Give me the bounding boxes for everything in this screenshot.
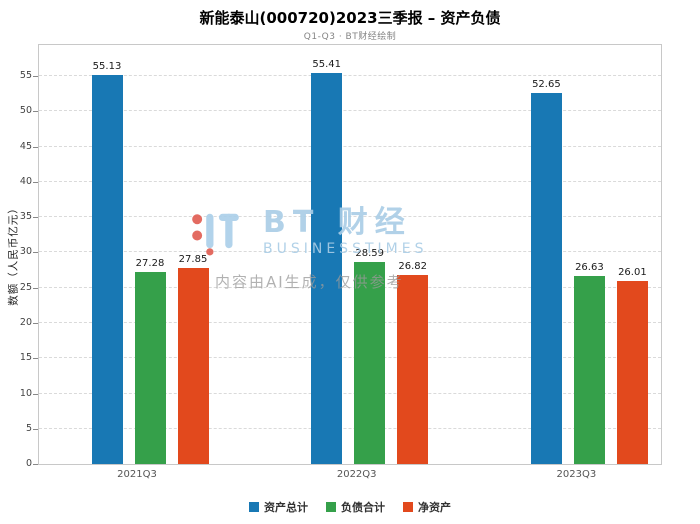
bt-logo-icon <box>192 213 239 256</box>
y-tick-mark <box>33 393 38 395</box>
bar-资产总计-2023Q3 <box>530 92 562 464</box>
gridline <box>39 427 661 429</box>
gridline <box>39 251 661 253</box>
gridline <box>39 357 661 359</box>
bar-资产总计-2022Q3 <box>311 73 343 464</box>
y-tick-mark <box>33 428 38 430</box>
bar-负债合计-2023Q3 <box>573 276 605 464</box>
gridline <box>39 145 661 147</box>
y-tick-label: 15 <box>19 352 32 364</box>
legend-label: 负债合计 <box>341 501 385 514</box>
chart-title: 新能泰山(000720)2023三季报 – 资产负债 <box>199 9 501 27</box>
bar-value-label: 26.82 <box>398 260 427 272</box>
legend-item: 负债合计 <box>326 499 385 515</box>
bar-负债合计-2022Q3 <box>354 262 386 464</box>
y-tick-label: 50 <box>19 105 32 117</box>
legend-swatch <box>403 502 413 512</box>
legend-label: 净资产 <box>418 501 451 514</box>
bar-资产总计-2021Q3 <box>91 75 123 464</box>
legend-item: 资产总计 <box>249 499 308 515</box>
watermark-brand: BT 财经 <box>263 204 412 240</box>
y-tick-label: 0 <box>25 458 32 469</box>
y-tick-mark <box>33 217 38 219</box>
bar-value-label: 55.13 <box>92 61 122 73</box>
y-tick-label: 25 <box>19 281 32 293</box>
x-tick-label: 2021Q3 <box>117 469 157 480</box>
legend-swatch <box>249 502 259 512</box>
gridline <box>39 286 661 288</box>
legend-item: 净资产 <box>403 499 451 515</box>
bar-value-label: 27.28 <box>135 257 165 269</box>
y-tick-mark <box>33 358 38 360</box>
bar-value-label: 27.85 <box>178 253 208 265</box>
bar-负债合计-2021Q3 <box>134 271 166 464</box>
y-tick-label: 20 <box>19 316 32 328</box>
y-tick-mark <box>33 146 38 148</box>
bar-净资产-2021Q3 <box>177 267 209 464</box>
y-tick-label: 35 <box>19 211 32 223</box>
plot-area: BT 财经 BUSINESSTIMES 内容由AI生成，仅供参考 55.13 55… <box>38 44 662 465</box>
gridline <box>39 75 661 76</box>
bar-value-label: 52.65 <box>532 78 561 90</box>
y-tick-mark <box>33 76 38 77</box>
y-tick-mark <box>33 252 38 254</box>
y-tick-mark <box>33 287 38 289</box>
bar-value-label: 26.01 <box>618 266 647 278</box>
legend-swatch <box>326 502 336 512</box>
gridline <box>39 110 661 112</box>
bar-净资产-2022Q3 <box>397 274 429 464</box>
bar-value-label: 55.41 <box>312 59 341 71</box>
y-tick-mark <box>33 181 38 183</box>
y-tick-label: 30 <box>19 246 32 258</box>
y-tick-label: 10 <box>19 387 32 399</box>
gridline <box>39 180 661 182</box>
y-tick-mark <box>33 464 38 465</box>
gridline <box>39 321 661 323</box>
chart-subtitle: Q1-Q3 · BT财经绘制 <box>303 32 397 42</box>
legend-label: 资产总计 <box>264 501 308 514</box>
bar-净资产-2023Q3 <box>616 280 648 464</box>
legend: 资产总计 负债合计 净资产 <box>0 499 700 515</box>
y-tick-label: 45 <box>19 140 32 152</box>
gridline <box>39 216 661 218</box>
gridline <box>39 392 661 394</box>
x-tick-label: 2022Q3 <box>336 469 377 480</box>
y-tick-label: 40 <box>19 175 32 187</box>
y-tick-mark <box>33 322 38 324</box>
y-tick-mark <box>33 111 38 113</box>
bar-value-label: 28.59 <box>355 248 384 260</box>
x-tick-label: 2023Q3 <box>556 469 597 480</box>
y-tick-label: 5 <box>25 422 32 434</box>
y-tick-label: 55 <box>19 70 32 81</box>
bar-value-label: 26.63 <box>575 262 604 274</box>
